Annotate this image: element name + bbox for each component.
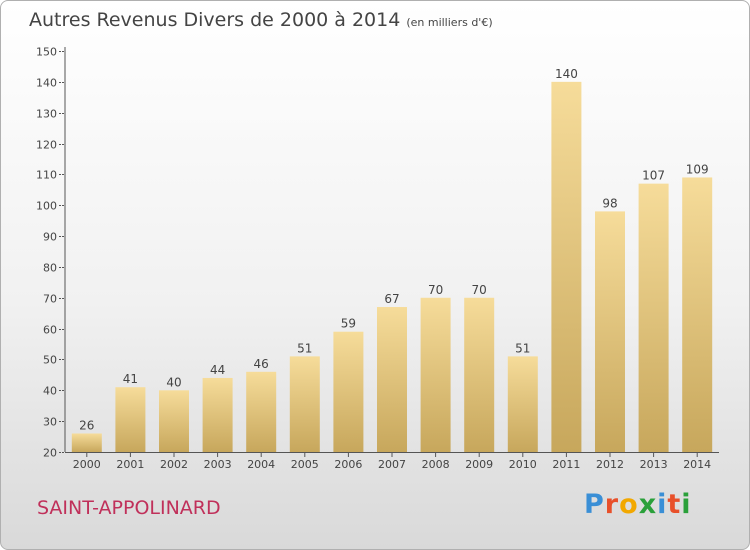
bar-2002 (159, 390, 189, 452)
x-tick-label: 2008 (422, 458, 450, 471)
value-label-2003: 44 (210, 363, 225, 377)
value-label-2004: 46 (254, 357, 269, 371)
x-tick-label: 2014 (683, 458, 711, 471)
x-tick-label: 2002 (160, 458, 188, 471)
bar-2010 (507, 356, 538, 452)
y-tick-label: 120 (36, 139, 57, 152)
x-tick-label: 2007 (378, 458, 406, 471)
bar-2007 (377, 307, 407, 452)
bar-2008 (420, 297, 451, 452)
y-tick-label: 80 (43, 262, 57, 275)
x-tick-label: 2011 (552, 458, 580, 471)
y-tick-label: 100 (36, 200, 57, 213)
logo-letter: x (638, 489, 658, 520)
bar-2005 (289, 356, 320, 452)
value-label-2013: 107 (642, 169, 665, 183)
bar-2004 (246, 371, 277, 452)
value-label-2006: 59 (341, 317, 356, 331)
x-tick-label: 2012 (596, 458, 624, 471)
x-tick-label: 2009 (465, 458, 493, 471)
x-tick-label: 2004 (247, 458, 275, 471)
logo-letter: i (681, 489, 692, 520)
value-label-2012: 98 (602, 196, 617, 210)
x-tick-label: 2005 (291, 458, 319, 471)
value-labels: 26 41 40 44 46 51 59 67 70 70 51 140 98 107 109 (79, 67, 708, 433)
y-tick-label: 130 (36, 108, 57, 121)
value-label-2005: 51 (297, 341, 312, 355)
proxiti-logo: Proxiti (584, 489, 692, 520)
y-tick-label: 140 (36, 77, 57, 90)
logo-letter: o (619, 489, 639, 520)
value-label-2007: 67 (384, 292, 399, 306)
bar-2003 (202, 377, 233, 452)
bar-2011 (551, 81, 582, 452)
bars (71, 81, 713, 452)
logo-letter: r (604, 489, 620, 520)
value-label-2011: 140 (555, 67, 578, 81)
y-tick-label: 30 (43, 416, 57, 429)
bar-2001 (115, 387, 146, 452)
value-label-2001: 41 (123, 372, 138, 386)
logo-letter: t (667, 489, 682, 520)
y-tick-label: 20 (43, 447, 57, 460)
y-tick-label: 40 (43, 385, 57, 398)
bar-2006 (333, 331, 364, 452)
commune-name: SAINT-APPOLINARD (37, 497, 221, 519)
y-tick-label: 110 (36, 169, 57, 182)
chart-title: Autres Revenus Divers de 2000 à 2014 (29, 9, 401, 31)
logo-letter: P (584, 489, 605, 520)
value-label-2000: 26 (79, 418, 94, 432)
value-label-2010: 51 (515, 341, 530, 355)
bar-2009 (464, 297, 495, 452)
x-tick-label: 2001 (116, 458, 144, 471)
logo-letter: i (657, 489, 668, 520)
x-tick-label: 2000 (73, 458, 101, 471)
y-tick-label: 150 (36, 46, 57, 59)
x-tick-label: 2003 (204, 458, 232, 471)
y-tick-label: 50 (43, 354, 57, 367)
x-tick-label: 2006 (334, 458, 362, 471)
value-label-2002: 40 (166, 375, 181, 389)
bar-2013 (638, 183, 669, 452)
chart-title-row: Autres Revenus Divers de 2000 à 2014 (en … (29, 9, 493, 31)
value-label-2009: 70 (472, 283, 487, 297)
y-tick-label: 70 (43, 293, 57, 306)
value-label-2008: 70 (428, 283, 443, 297)
bar-2000 (71, 433, 102, 452)
y-axis: 20 30 40 50 60 70 80 90 100 110 120 130 140 150 (36, 46, 66, 460)
bar-2012 (595, 211, 625, 452)
y-tick-label: 60 (43, 324, 57, 337)
value-label-2014: 109 (686, 162, 709, 176)
y-tick-label: 90 (43, 231, 57, 244)
x-axis: 2000 2001 2002 2003 2004 2005 2006 2007 2008 2009… (65, 452, 719, 471)
x-tick-label: 2010 (509, 458, 537, 471)
chart-subtitle: (en milliers d'€) (406, 16, 493, 29)
x-tick-label: 2013 (640, 458, 668, 471)
bar-2014 (682, 177, 713, 452)
